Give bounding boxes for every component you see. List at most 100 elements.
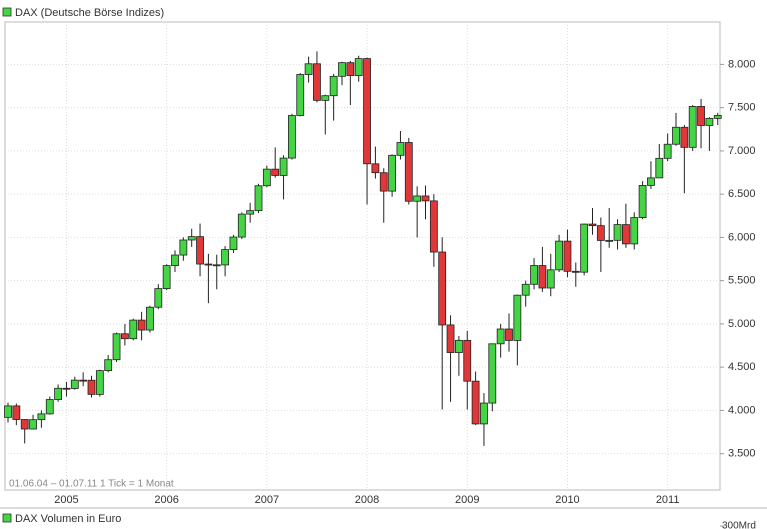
candle-body (655, 157, 664, 179)
x-tick-label: 2010 (555, 494, 579, 506)
candle-body (262, 168, 271, 187)
x-tick-label: 2006 (154, 494, 178, 506)
candle-body (622, 224, 630, 245)
candle-body (137, 319, 146, 331)
candle-body (663, 143, 672, 159)
candle-body (296, 74, 305, 116)
candle-body (212, 264, 221, 267)
candle-body (154, 288, 163, 308)
candle-body (221, 249, 230, 266)
candle-body (371, 163, 380, 174)
plot-area (4, 21, 721, 491)
candle-body (162, 265, 171, 290)
y-tick-label: 4.500 (728, 361, 756, 373)
y-tick-label: 7.500 (728, 102, 756, 114)
candle-body (421, 195, 430, 202)
candle-body (413, 195, 422, 202)
candle-body (304, 63, 313, 75)
candle-body (29, 419, 37, 430)
x-tick-label: 2005 (54, 494, 78, 506)
candle-body (463, 339, 472, 382)
candle-body (179, 239, 188, 256)
candle-body (638, 185, 647, 218)
candle-body (12, 405, 21, 420)
candle-body (45, 399, 54, 415)
candle-body (279, 157, 288, 176)
candle-body (338, 62, 346, 77)
candle-body (605, 239, 614, 242)
x-tick-label: 2011 (656, 494, 680, 506)
candle-body (396, 142, 405, 156)
candle-body (79, 379, 88, 382)
candle-body (713, 115, 722, 119)
candle-body (571, 270, 580, 273)
candle-body (287, 115, 296, 159)
legend-swatch (2, 7, 12, 17)
candle-body (697, 106, 705, 126)
candle-body (454, 339, 463, 353)
candle-body (563, 240, 572, 272)
candle-body (4, 405, 12, 418)
annotation: 01.06.04 – 01.07.11 1 Tick = 1 Monat (9, 479, 174, 490)
x-tick-label: 2008 (355, 494, 379, 506)
candle-body (505, 328, 513, 341)
candle-body (271, 168, 280, 176)
candle-body (229, 236, 238, 250)
candle-body (429, 200, 438, 253)
candle-body (146, 306, 154, 331)
candle-body (37, 413, 46, 421)
candle-body (70, 379, 79, 389)
candle-body (404, 142, 413, 202)
candle-body (379, 172, 388, 192)
candle-body (196, 236, 204, 265)
candle-body (321, 95, 330, 101)
y-tick-label: 4.000 (728, 404, 756, 416)
x-tick-label: 2009 (455, 494, 479, 506)
candle-body (346, 62, 355, 76)
candle-body (480, 402, 488, 425)
candle-body (488, 343, 497, 404)
candle-body (354, 58, 363, 76)
candle-body (329, 75, 338, 97)
candle-body (237, 213, 246, 238)
legend-label: DAX Volumen in Euro (15, 513, 121, 525)
candle-body (121, 333, 129, 340)
y-tick-label: 7.000 (728, 145, 756, 157)
legend-label: DAX (Deutsche Börse Indizes) (15, 7, 164, 19)
candle-body (438, 251, 447, 326)
candle-body (630, 217, 639, 245)
candle-body (588, 223, 597, 227)
candle-body (680, 126, 689, 148)
candle-body (538, 265, 547, 289)
candle-body (187, 236, 196, 241)
candle-body (62, 387, 71, 390)
y-tick-label: 5.500 (728, 275, 756, 287)
candle-body (596, 225, 605, 241)
candle-body (672, 126, 680, 145)
x-tick-label: 2007 (255, 494, 279, 506)
candle-body (95, 370, 104, 395)
y-tick-label: 5.000 (728, 318, 756, 330)
y-tick-label: 8.000 (728, 58, 756, 70)
candle-body (530, 265, 538, 285)
y-tick-label: 3.500 (728, 448, 756, 460)
candle-body (613, 224, 622, 241)
y-tick-label: 6.500 (728, 188, 756, 200)
candle-body (555, 240, 563, 271)
candle-body (647, 177, 655, 186)
y-tick-label: 300Mrd (722, 521, 756, 529)
candle-body (313, 63, 321, 101)
candle-body (580, 223, 589, 273)
candle-body (246, 210, 255, 215)
candle-body (446, 324, 455, 353)
candle-body (87, 379, 96, 395)
candle-body (204, 263, 213, 266)
candle-body (521, 283, 530, 296)
candle-body (20, 419, 29, 430)
candle-body (171, 254, 179, 267)
candle-body (513, 294, 522, 341)
candle-body (688, 106, 697, 148)
y-tick-label: 6.000 (728, 231, 756, 243)
candle-body (705, 117, 714, 126)
candle-body (496, 328, 505, 345)
